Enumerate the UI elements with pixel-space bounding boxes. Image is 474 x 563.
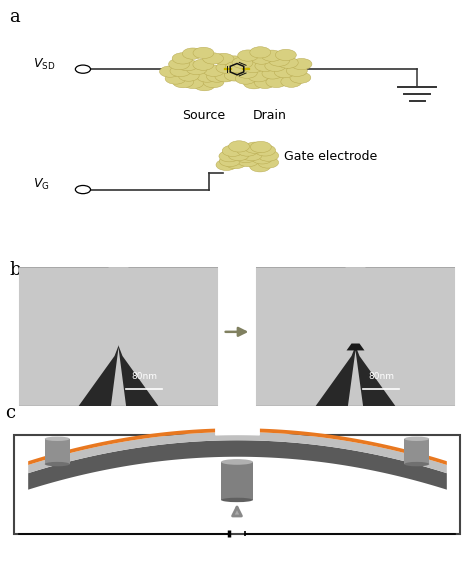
Circle shape (182, 48, 203, 59)
Polygon shape (109, 267, 218, 406)
Circle shape (178, 70, 199, 81)
Circle shape (228, 141, 249, 152)
Circle shape (255, 145, 275, 156)
Ellipse shape (45, 462, 70, 466)
Circle shape (250, 47, 271, 58)
Circle shape (165, 73, 186, 84)
Circle shape (194, 79, 215, 91)
Text: Gate electrode: Gate electrode (284, 150, 378, 163)
Ellipse shape (404, 462, 429, 466)
Circle shape (290, 72, 311, 83)
Circle shape (252, 153, 273, 164)
Circle shape (291, 59, 312, 70)
Circle shape (186, 64, 207, 75)
Circle shape (224, 70, 245, 81)
Circle shape (202, 53, 223, 64)
Circle shape (225, 61, 246, 73)
Circle shape (236, 151, 256, 163)
Circle shape (219, 150, 240, 162)
Text: 80nm: 80nm (131, 372, 157, 381)
Circle shape (275, 50, 296, 61)
Circle shape (258, 150, 279, 161)
Bar (19, 267, 218, 406)
Circle shape (277, 57, 298, 68)
Bar (45, 439, 70, 464)
Text: $V_{\mathrm{SD}}$: $V_{\mathrm{SD}}$ (33, 56, 55, 72)
Circle shape (250, 141, 271, 153)
Circle shape (238, 155, 259, 167)
Circle shape (197, 71, 218, 82)
Circle shape (224, 56, 245, 67)
Circle shape (173, 77, 193, 88)
Circle shape (232, 57, 253, 69)
Ellipse shape (404, 436, 429, 441)
Circle shape (241, 149, 262, 160)
Ellipse shape (221, 498, 253, 502)
Polygon shape (19, 267, 128, 406)
Circle shape (203, 77, 224, 88)
Circle shape (237, 67, 257, 78)
Polygon shape (256, 267, 365, 406)
Circle shape (274, 66, 295, 78)
Circle shape (216, 62, 237, 73)
Circle shape (243, 61, 264, 73)
Circle shape (203, 65, 224, 77)
Circle shape (177, 60, 198, 71)
Circle shape (265, 60, 286, 72)
Circle shape (207, 71, 228, 82)
Circle shape (244, 78, 264, 89)
Circle shape (228, 149, 249, 160)
Circle shape (213, 53, 234, 65)
Polygon shape (346, 267, 455, 406)
Bar (404, 439, 429, 464)
Circle shape (258, 157, 279, 168)
Circle shape (237, 145, 258, 156)
Circle shape (183, 77, 204, 88)
Circle shape (269, 55, 290, 66)
Circle shape (219, 155, 240, 167)
Circle shape (237, 50, 258, 61)
Polygon shape (111, 348, 126, 406)
Bar (256, 267, 455, 406)
Ellipse shape (221, 459, 253, 465)
Circle shape (222, 145, 243, 157)
Circle shape (170, 65, 191, 77)
Circle shape (193, 59, 214, 70)
Circle shape (193, 47, 214, 59)
Circle shape (261, 50, 282, 61)
Circle shape (286, 65, 307, 77)
Circle shape (216, 159, 237, 171)
Polygon shape (348, 350, 363, 406)
Circle shape (235, 73, 256, 84)
Circle shape (248, 70, 269, 82)
Polygon shape (346, 343, 365, 350)
Text: 80nm: 80nm (368, 372, 394, 381)
Circle shape (169, 59, 190, 70)
Circle shape (255, 77, 275, 88)
Circle shape (225, 158, 246, 169)
Text: Source: Source (182, 109, 225, 122)
Circle shape (245, 142, 265, 153)
Circle shape (75, 65, 91, 73)
Circle shape (251, 53, 272, 64)
Circle shape (172, 53, 193, 64)
Text: Drain: Drain (253, 109, 287, 122)
Bar (221, 462, 253, 500)
Text: b: b (9, 261, 21, 279)
Circle shape (250, 160, 271, 172)
Bar (14, 435, 460, 534)
Ellipse shape (45, 436, 70, 441)
Circle shape (75, 185, 91, 194)
Circle shape (255, 60, 276, 72)
Circle shape (160, 66, 181, 77)
Text: a: a (9, 8, 20, 26)
Circle shape (266, 76, 287, 88)
Circle shape (262, 68, 283, 79)
Circle shape (215, 70, 236, 82)
Circle shape (281, 76, 301, 87)
Text: $V_{\mathrm{G}}$: $V_{\mathrm{G}}$ (33, 177, 50, 192)
Text: c: c (5, 404, 15, 422)
